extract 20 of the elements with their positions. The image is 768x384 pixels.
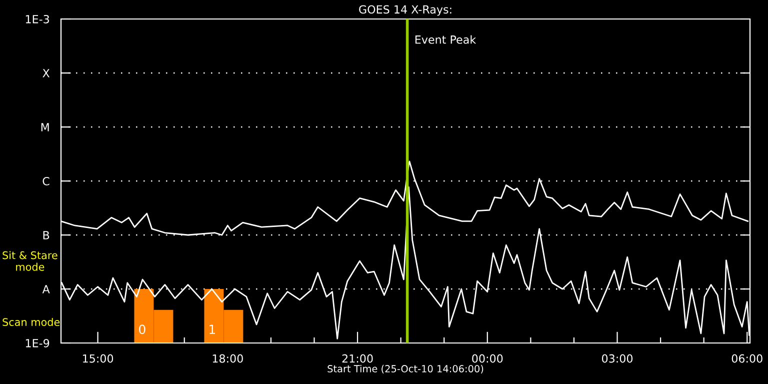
x-tick-label: 03:00 — [602, 354, 633, 363]
x-axis-title: Start Time (25-Oct-10 14:06:00) — [328, 364, 484, 374]
text: Sit & Stare mode — [2, 251, 58, 271]
chart-title: GOES 14 X-Rays: — [359, 5, 452, 16]
y-tick-label: X — [42, 69, 50, 78]
y-tick-label: B — [43, 231, 50, 240]
y-tick-label: C — [42, 176, 50, 186]
x-tick-label: 00:00 — [472, 354, 503, 363]
text: Scan mode — [2, 318, 60, 326]
y-tick-label: 1E-3 — [26, 14, 49, 24]
annotation: 1 — [210, 324, 215, 334]
y-tick-label: A — [42, 285, 50, 294]
x-tick-label: 06:00 — [732, 354, 762, 363]
annotation: 0 — [139, 324, 146, 334]
x-tick-label: 15:00 — [83, 354, 114, 363]
y-tick-label: M — [41, 123, 49, 132]
x-tick-label: 21:00 — [342, 354, 373, 363]
ref-line-label: Event Peak — [415, 35, 476, 44]
x-tick-label: 18:00 — [212, 354, 243, 363]
y-tick-label: 1E-9 — [26, 338, 50, 348]
